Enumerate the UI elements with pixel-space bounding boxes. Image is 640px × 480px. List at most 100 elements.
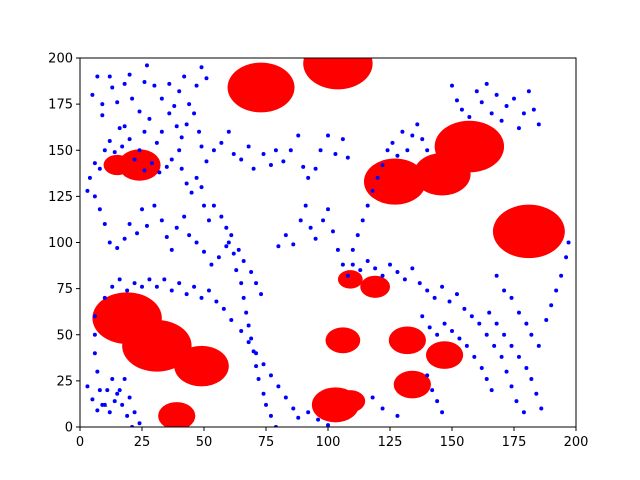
sample-node	[350, 262, 355, 267]
sample-node	[159, 96, 164, 101]
sample-node	[355, 233, 360, 238]
sample-node	[234, 268, 239, 273]
sample-node	[231, 151, 236, 156]
sample-node	[524, 321, 529, 326]
sample-node	[97, 166, 102, 171]
sample-node	[85, 384, 90, 389]
sample-node	[100, 113, 105, 118]
sample-node	[494, 92, 499, 97]
sample-node	[115, 246, 120, 251]
sample-node	[487, 310, 492, 315]
sample-node	[539, 406, 544, 411]
obstacle-circle	[303, 58, 373, 90]
sample-node	[308, 225, 313, 230]
sample-node	[112, 150, 117, 155]
sample-node	[231, 251, 236, 256]
sample-node	[442, 321, 447, 326]
sample-node	[130, 96, 135, 101]
sample-node	[132, 281, 137, 286]
sample-node	[224, 225, 229, 230]
sample-node	[92, 314, 97, 319]
sample-node	[516, 310, 521, 315]
sample-node	[345, 155, 350, 160]
sample-node	[529, 377, 534, 382]
sample-node	[395, 413, 400, 418]
sample-node	[499, 354, 504, 359]
sample-node	[435, 332, 440, 337]
sample-node	[102, 148, 107, 153]
obstacle-circle	[227, 62, 295, 113]
sample-node	[313, 236, 318, 241]
sample-node	[291, 406, 296, 411]
y-tick-label: 200	[48, 52, 73, 67]
sample-node	[90, 397, 95, 402]
sample-node	[184, 122, 189, 127]
sample-node	[127, 72, 132, 77]
y-tick-label: 100	[48, 236, 73, 251]
sample-node	[202, 249, 206, 254]
sample-node	[559, 273, 564, 278]
sample-node	[102, 222, 107, 227]
sample-node	[135, 231, 140, 236]
sample-node	[420, 137, 425, 142]
sample-node	[494, 321, 499, 326]
y-tick-label: 75	[56, 282, 73, 297]
sample-node	[117, 126, 122, 131]
sample-node	[100, 402, 105, 407]
obstacle-circle	[337, 270, 363, 289]
sample-node	[462, 306, 467, 311]
sample-node	[512, 96, 516, 101]
sample-node	[435, 399, 440, 404]
sample-node	[162, 277, 167, 282]
sample-node	[385, 148, 390, 153]
sample-node	[140, 284, 144, 289]
sample-node	[120, 402, 125, 407]
sample-node	[246, 144, 251, 149]
sample-node	[268, 163, 273, 168]
obstacle-circle	[393, 370, 431, 399]
sample-node	[524, 365, 529, 370]
sample-node	[159, 129, 164, 134]
y-axis: 0 25 50 75 100 125 150 175 200	[48, 52, 80, 436]
sample-node	[432, 295, 437, 300]
sample-node	[454, 292, 459, 297]
sample-node	[283, 233, 288, 238]
sample-node	[330, 229, 335, 234]
sample-node	[564, 255, 569, 260]
sample-node	[194, 240, 199, 245]
sample-node	[296, 133, 301, 138]
sample-node	[95, 408, 100, 413]
sample-node	[125, 288, 130, 293]
sample-node	[464, 343, 469, 348]
sample-node	[246, 340, 251, 345]
sample-node	[489, 111, 494, 116]
sample-node	[516, 354, 521, 359]
y-tick-label: 150	[48, 144, 73, 159]
sample-node	[216, 255, 221, 260]
sample-node	[254, 351, 259, 356]
sample-node	[236, 247, 241, 252]
sample-node	[326, 207, 330, 212]
obstacle-circle	[118, 149, 161, 181]
sample-node	[402, 277, 407, 282]
sample-node	[115, 100, 120, 105]
sample-node	[117, 277, 122, 282]
sample-node	[457, 336, 462, 341]
sample-node	[526, 89, 531, 94]
sample-node	[298, 218, 303, 223]
sample-node	[122, 81, 127, 86]
sample-node	[179, 135, 184, 140]
sample-node	[97, 207, 102, 212]
sample-node	[229, 233, 234, 238]
sample-node	[152, 203, 157, 208]
sample-node	[318, 148, 323, 153]
sample-node	[115, 391, 120, 396]
sample-node	[221, 306, 226, 311]
sample-node	[152, 83, 157, 88]
sample-node	[95, 74, 100, 79]
sample-node	[268, 413, 273, 418]
sample-node	[211, 203, 216, 208]
obstacle-circle	[158, 402, 196, 427]
sample-node	[137, 148, 142, 153]
sample-node	[87, 175, 92, 180]
